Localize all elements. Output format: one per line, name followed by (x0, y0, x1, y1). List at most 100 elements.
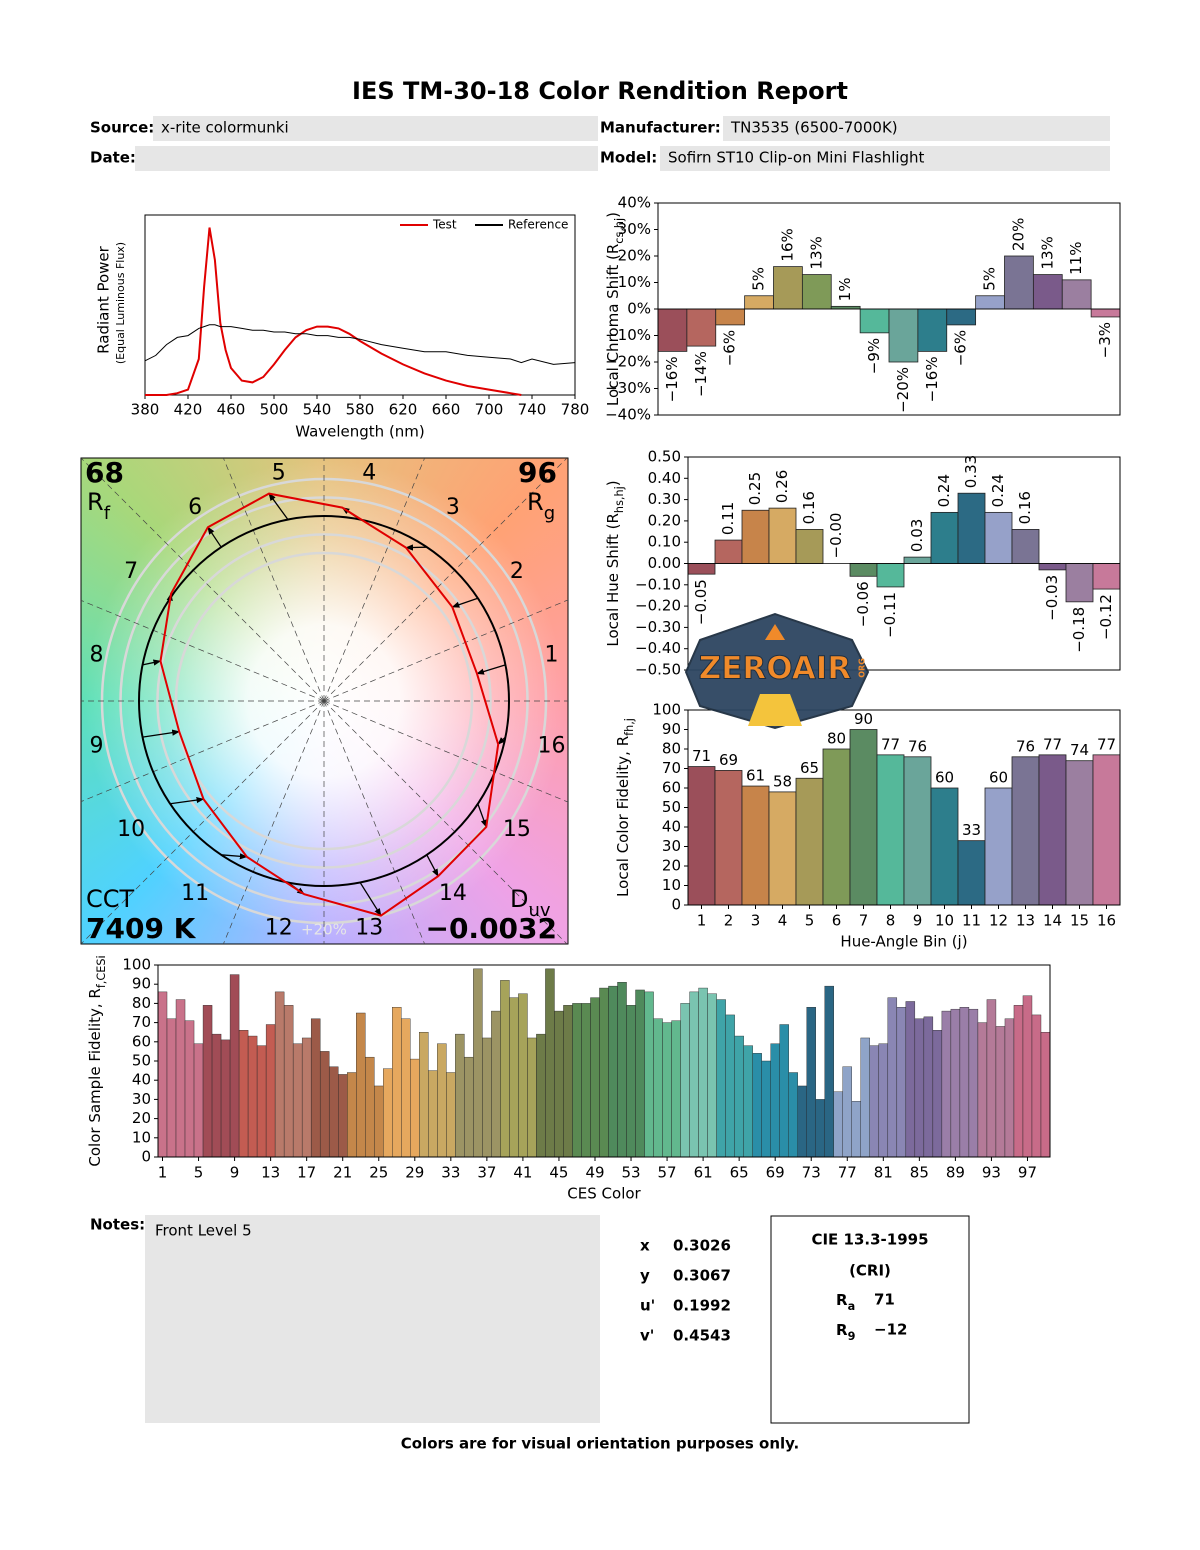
value-label: 33 (962, 821, 981, 839)
notes-text: Front Level 5 (155, 1222, 252, 1240)
value-label: 1% (836, 278, 854, 302)
bar (590, 997, 600, 1158)
bar (806, 1007, 816, 1158)
bar (338, 1074, 348, 1158)
coord-label: y (640, 1267, 650, 1285)
x-tick-label: 49 (585, 1164, 604, 1182)
value-label: −0.06 (854, 581, 872, 627)
value-label: −14% (692, 351, 710, 397)
shift-arrow (268, 492, 289, 520)
y-tick-label: 0% (627, 300, 651, 318)
x-tick-label: 10 (935, 912, 954, 930)
value-label: 60 (989, 769, 1008, 787)
field-label: Manufacturer: (600, 119, 721, 137)
bar (1032, 274, 1063, 310)
bar (554, 1010, 564, 1158)
y-tick-label: 80 (662, 740, 681, 758)
y-tick-label: −0.40 (635, 639, 681, 657)
value-label: 60 (935, 769, 954, 787)
field-value: Sofirn ST10 Clip-on Mini Flashlight (668, 149, 925, 167)
bar (984, 511, 1013, 564)
shift-arrow (426, 854, 439, 877)
bar (815, 1099, 825, 1158)
bin-boundary (323, 700, 568, 803)
shift-arrow (476, 664, 506, 675)
cri-subtitle: (CRI) (849, 1262, 891, 1280)
bar (930, 787, 959, 906)
bar (779, 1024, 789, 1158)
bar (833, 1091, 843, 1158)
bar (1004, 1018, 1015, 1158)
value-label: −0.05 (692, 579, 710, 625)
bar (1022, 995, 1033, 1158)
bar (741, 785, 770, 906)
y-tick-label: 80 (132, 994, 151, 1012)
value-label: 80 (827, 730, 846, 748)
bar (653, 1018, 663, 1158)
bar (662, 1022, 672, 1158)
coord-value: 0.3026 (673, 1237, 731, 1255)
bin-label: 14 (439, 881, 467, 906)
bar (903, 756, 932, 906)
x-tick-label: 61 (694, 1164, 713, 1182)
bar (292, 1043, 303, 1158)
coord-label: x (640, 1237, 650, 1255)
y-tick-label: 0.40 (648, 469, 681, 487)
bin-boundary (323, 700, 426, 944)
bar (788, 1072, 798, 1158)
cri-title: CIE 13.3-1995 (811, 1231, 928, 1249)
bar (401, 1018, 411, 1158)
bar (1038, 563, 1067, 571)
bin-boundary (323, 700, 568, 944)
bar (851, 1101, 861, 1158)
value-label: 13% (807, 236, 825, 269)
bin-boundary (323, 458, 568, 702)
y-tick-label: −0.30 (635, 618, 681, 636)
bar (328, 1066, 339, 1158)
field-box (723, 116, 1110, 141)
bin-label: 4 (362, 460, 376, 485)
x-tick-label: 14 (1043, 912, 1062, 930)
y-axis-label: Local Color Fidelity, Rfh,j (614, 718, 636, 897)
x-tick-label: 700 (475, 401, 504, 419)
bar (822, 748, 851, 906)
y-tick-label: 90 (132, 975, 151, 993)
bar (842, 1066, 852, 1158)
test-polygon (159, 492, 500, 917)
shift-arrow (497, 736, 506, 745)
bar (608, 985, 618, 1158)
value-label: −16% (923, 356, 941, 402)
value-label: 77 (1043, 735, 1062, 753)
bar (347, 1072, 357, 1158)
field-value: x-rite colormunki (161, 119, 289, 137)
bar (905, 1001, 916, 1158)
bin-boundary (81, 458, 325, 702)
y-tick-label: 70 (132, 1013, 151, 1031)
field-label: Model: (600, 149, 657, 167)
y-axis-label-part: Local Hue Shift (R (604, 513, 622, 647)
spectrum-line (145, 227, 522, 396)
value-label: 0.24 (989, 474, 1007, 507)
bin-label: 11 (181, 881, 209, 906)
bar (959, 1007, 970, 1158)
bar (977, 1022, 988, 1158)
bin-boundary (222, 458, 325, 702)
bar (957, 492, 986, 564)
bar (1038, 754, 1067, 906)
bar (917, 308, 948, 352)
bar (975, 295, 1005, 310)
plot-frame (687, 456, 1121, 671)
rg-label: Rg (527, 488, 555, 524)
bar (876, 754, 905, 906)
watermark-text: ZEROAIR (699, 651, 852, 687)
rf-label-part: R (87, 488, 104, 516)
bin-label: 1 (545, 643, 559, 668)
duv-label: Duv (510, 885, 551, 921)
shift-arrow (477, 803, 487, 828)
notes-label: Notes: (90, 1216, 145, 1234)
y-tick-label: −10% (605, 326, 651, 344)
cct-label: CCT (86, 885, 135, 913)
bar (599, 987, 609, 1158)
bar (715, 308, 746, 326)
